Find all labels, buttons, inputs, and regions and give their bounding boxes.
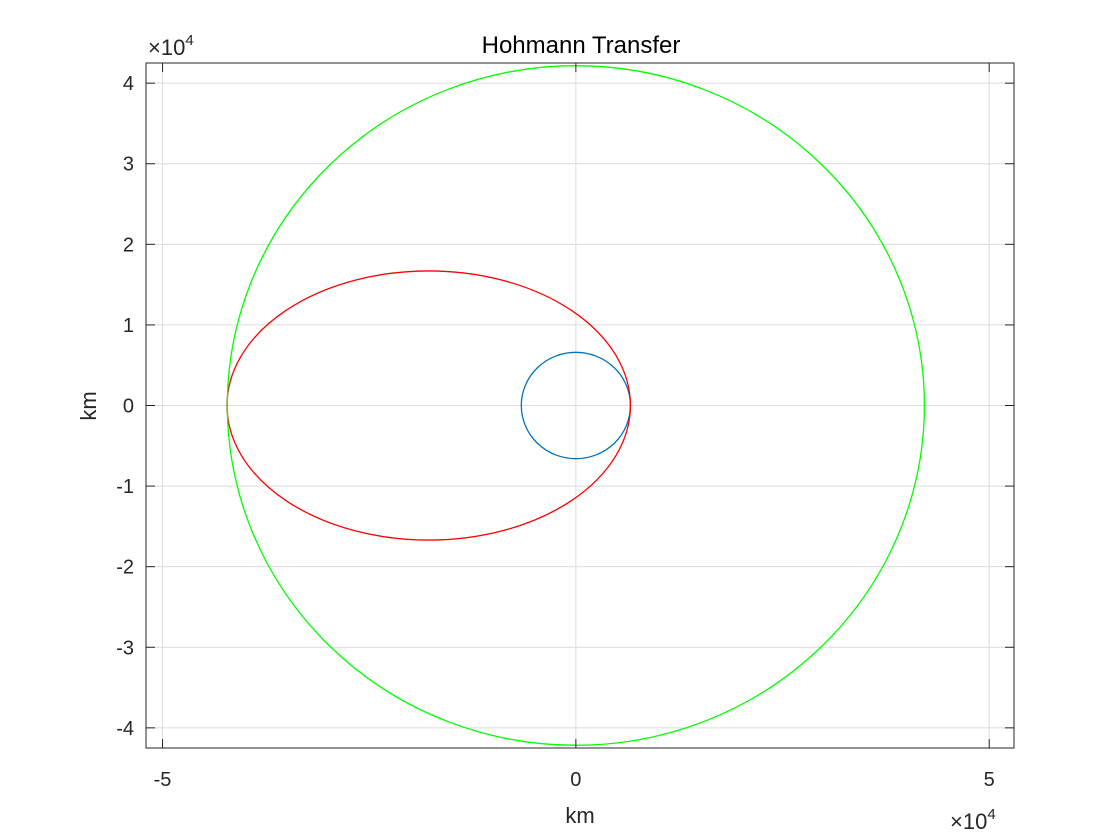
x-exponent-power: 4 <box>987 806 995 823</box>
y-tick-label: -3 <box>116 637 134 659</box>
y-tick-labels: -4 -3 -2 -1 0 1 2 3 4 <box>116 73 134 740</box>
grid-lines <box>146 63 1014 748</box>
x-exponent-base: ×10 <box>950 809 987 834</box>
y-tick-label: 3 <box>123 154 134 176</box>
y-tick-label: 0 <box>123 396 134 418</box>
y-axis-label: km <box>76 391 101 420</box>
chart-title: Hohmann Transfer <box>482 32 681 59</box>
y-tick-label: -2 <box>116 557 134 579</box>
x-axis-label: km <box>565 803 594 828</box>
y-exponent-power: 4 <box>185 32 193 49</box>
x-axis-exponent: ×104 <box>950 806 996 834</box>
y-tick-label: 4 <box>123 73 134 95</box>
y-exponent-base: ×10 <box>148 35 185 60</box>
y-tick-label: 1 <box>123 315 134 337</box>
x-tick-labels: -5 0 5 <box>154 769 995 791</box>
y-tick-label: -1 <box>116 476 134 498</box>
x-tick-label: -5 <box>154 769 172 791</box>
x-tick-label: 5 <box>984 769 995 791</box>
y-tick-label: 2 <box>123 234 134 256</box>
tick-marks <box>146 63 1014 748</box>
x-tick-label: 0 <box>570 769 581 791</box>
y-tick-label: -4 <box>116 718 134 740</box>
y-axis-exponent: ×104 <box>148 32 194 60</box>
